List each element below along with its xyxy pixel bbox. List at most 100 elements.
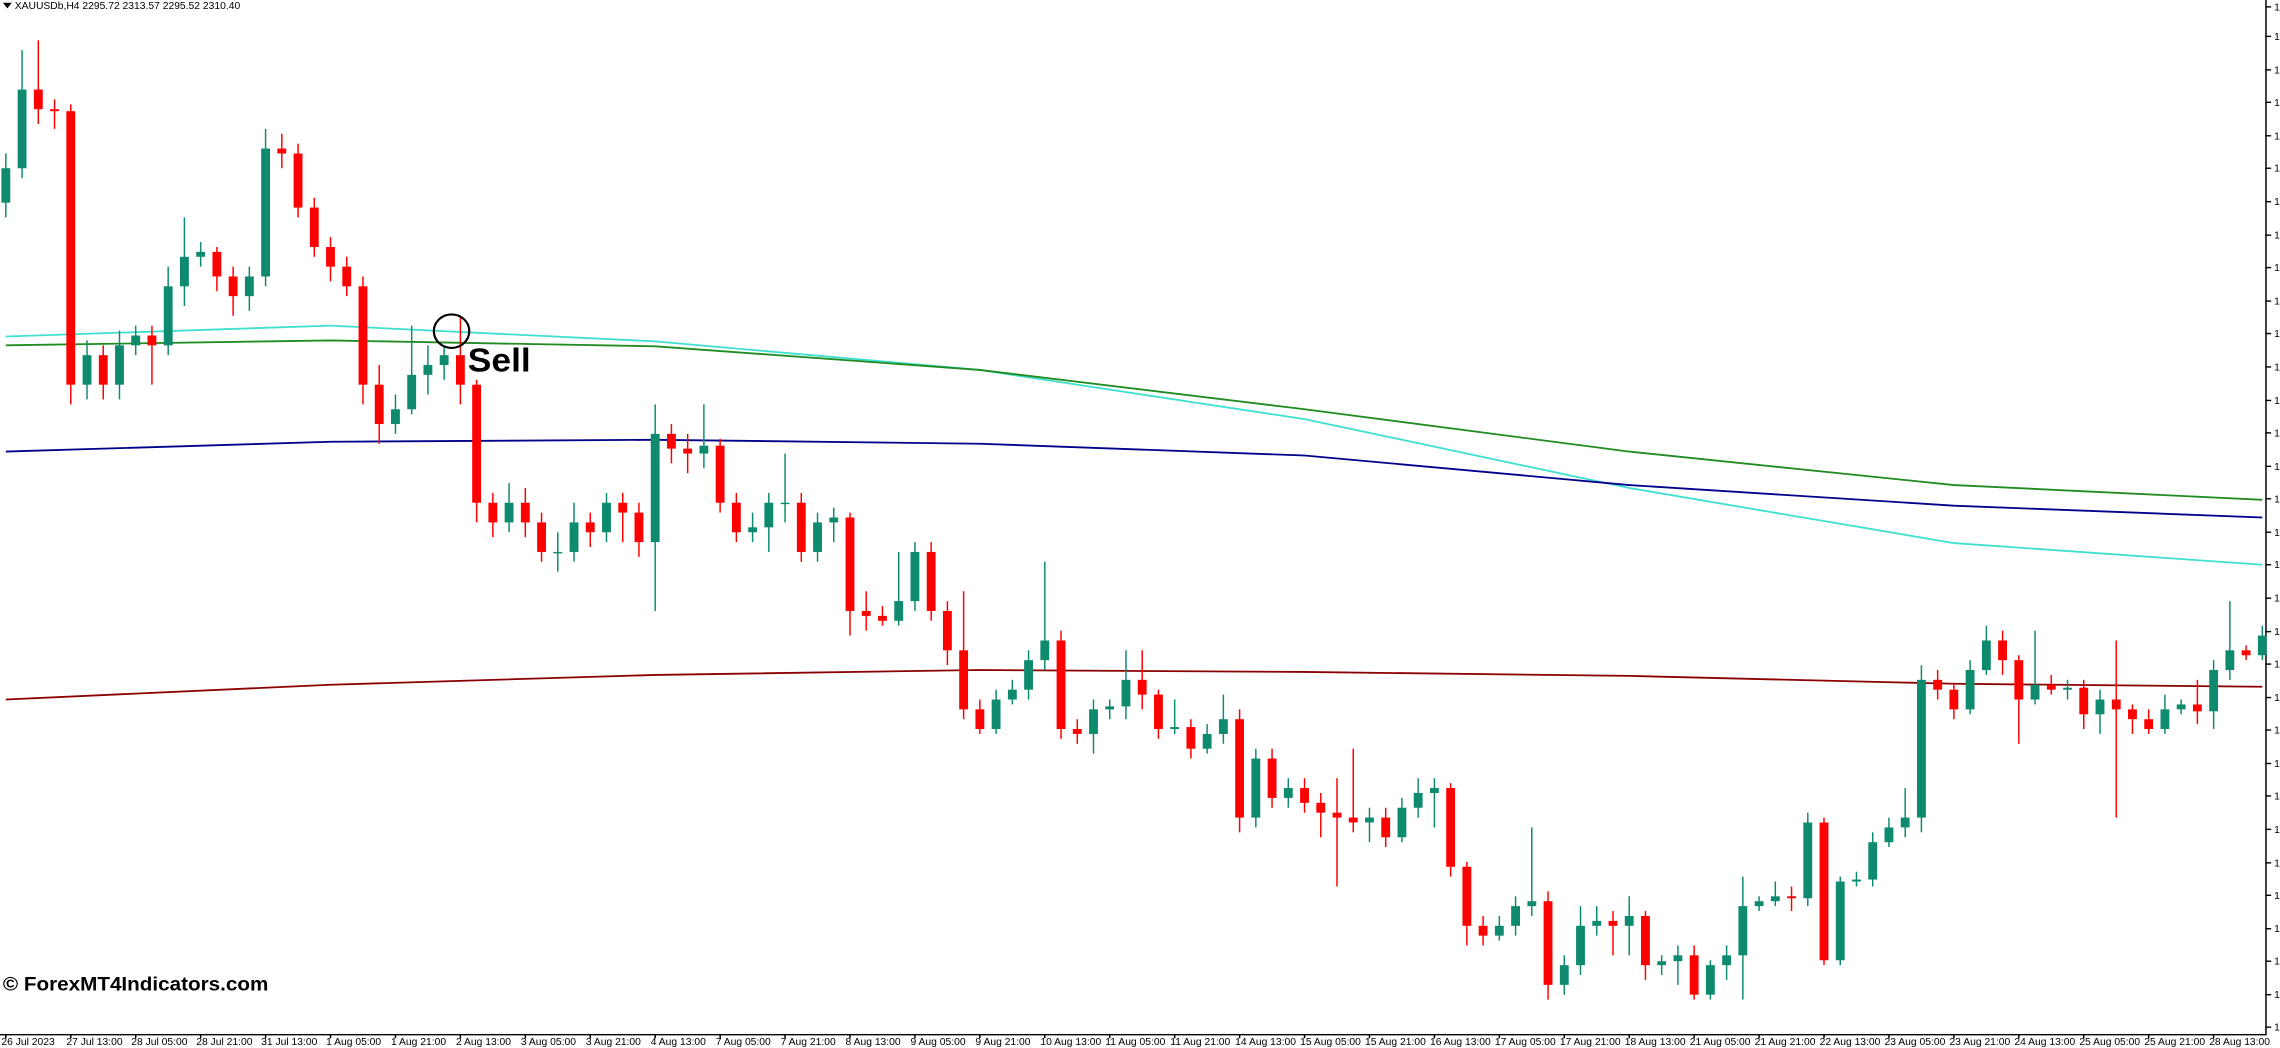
signal-circle <box>432 313 471 349</box>
candle-body <box>942 610 952 651</box>
candle-body <box>1348 817 1358 823</box>
y-tick-label: 1980.00 <box>2274 66 2280 77</box>
candle-body <box>407 374 417 410</box>
x-tick-label: 24 Aug 13:00 <box>2014 1037 2075 1048</box>
candle-body <box>1040 640 1050 661</box>
candle-body <box>1283 788 1293 798</box>
candle-body <box>1868 842 1878 880</box>
x-tick-label: 14 Aug 13:00 <box>1235 1037 1296 1048</box>
candle-body <box>277 148 287 154</box>
candle-body <box>1121 679 1131 707</box>
candle-body <box>244 276 254 297</box>
candle-body <box>1332 812 1342 818</box>
candle-body <box>1705 965 1715 995</box>
x-tick-label: 26 Jul 2023 <box>1 1037 55 1048</box>
y-tick-label: 1983.40 <box>2274 32 2280 43</box>
candle-body <box>634 512 644 543</box>
candle-body <box>391 409 400 425</box>
x-tick-label: 18 Aug 13:00 <box>1625 1037 1686 1048</box>
candle-body <box>1024 660 1033 690</box>
y-tick-label: 1902.80 <box>2274 825 2280 836</box>
candle-body <box>2209 670 2219 712</box>
candle-body <box>764 502 774 528</box>
candle-body <box>1819 822 1829 961</box>
candle-body <box>1446 788 1456 867</box>
candle-body <box>1722 955 1732 966</box>
candle-body <box>2257 635 2267 656</box>
marks: 1986.40 1983.40 1980.00 1976.70 1973.30 1970.… <box>1 3 2280 1048</box>
moving-average <box>5 324 2263 566</box>
candle-body <box>780 502 790 505</box>
candle-body <box>1462 866 1472 926</box>
candle-body <box>179 256 189 287</box>
candle-body <box>147 335 157 346</box>
candle-body <box>878 615 887 621</box>
candle-body <box>1511 906 1521 926</box>
candle-body <box>1154 694 1163 730</box>
x-tick-label: 1 Aug 05:00 <box>326 1037 382 1048</box>
y-tick-label: 1922.90 <box>2274 627 2280 638</box>
candle-body <box>553 551 563 554</box>
candle-body <box>1689 955 1699 995</box>
candle-body <box>66 111 76 385</box>
candle-body <box>537 522 546 552</box>
candle-body <box>2160 709 2170 730</box>
candle-body <box>1137 679 1147 695</box>
candle-body <box>1105 706 1115 710</box>
x-tick-label: 17 Aug 21:00 <box>1560 1037 1621 1048</box>
candle-body <box>2128 709 2137 720</box>
symbol-info: XAUUSDb,H4 2295.72 2313.57 2295.52 2310.… <box>15 1 241 12</box>
candle-body <box>423 365 433 375</box>
candle-body <box>1413 792 1423 808</box>
y-tick-label: 1899.40 <box>2274 859 2280 870</box>
y-tick-label: 1926.30 <box>2274 594 2280 605</box>
candle-body <box>17 89 27 169</box>
candle-body <box>326 246 335 267</box>
x-tick-label: 9 Aug 05:00 <box>911 1037 967 1048</box>
x-tick-label: 11 Aug 05:00 <box>1105 1037 1165 1048</box>
candle-body <box>1267 758 1277 798</box>
candle-body <box>1527 901 1537 907</box>
candle-body <box>2079 687 2089 715</box>
candle-body <box>261 148 271 277</box>
x-tick-label: 16 Aug 13:00 <box>1430 1037 1491 1048</box>
y-tick-label: 1912.90 <box>2274 726 2280 737</box>
candle-body <box>2063 687 2072 690</box>
candle-body <box>796 502 806 552</box>
y-tick-label: 1973.30 <box>2274 131 2280 142</box>
sell-annotation: Sell <box>468 343 531 380</box>
x-tick-label: 21 Aug 21:00 <box>1755 1037 1816 1048</box>
candle-body <box>520 502 530 523</box>
moving-average <box>5 339 2263 501</box>
candle-body <box>813 522 822 552</box>
candle-body <box>1592 920 1602 926</box>
candle-body <box>2030 684 2040 700</box>
y-tick-label: 1963.20 <box>2274 231 2280 242</box>
candle-body <box>1365 817 1374 823</box>
y-tick-label: 1956.50 <box>2274 297 2280 308</box>
candle-body <box>731 502 741 533</box>
candle-body <box>1218 719 1228 734</box>
candle-body <box>2095 699 2105 715</box>
candle-body <box>1852 879 1861 882</box>
candle-body <box>1998 640 2008 661</box>
menu-arrow[interactable] <box>2 2 12 9</box>
x-tick-label: 28 Jul 05:00 <box>131 1037 188 1048</box>
candle-body <box>2111 699 2121 710</box>
candle-body <box>2144 719 2154 730</box>
x-tick-label: 22 Aug 13:00 <box>1820 1037 1881 1048</box>
candle-body <box>1202 733 1212 749</box>
candle-body <box>1056 640 1066 730</box>
candle-body <box>358 286 368 385</box>
candle-body <box>1559 965 1569 985</box>
moving-average <box>5 438 2263 519</box>
candle-body <box>1478 925 1488 936</box>
x-tick-label: 23 Aug 05:00 <box>1885 1037 1946 1048</box>
candle-body <box>1089 709 1098 734</box>
candle-body <box>293 153 303 208</box>
candle-body <box>1981 640 1991 671</box>
candle-body <box>2241 650 2251 656</box>
candle-body <box>845 517 855 611</box>
